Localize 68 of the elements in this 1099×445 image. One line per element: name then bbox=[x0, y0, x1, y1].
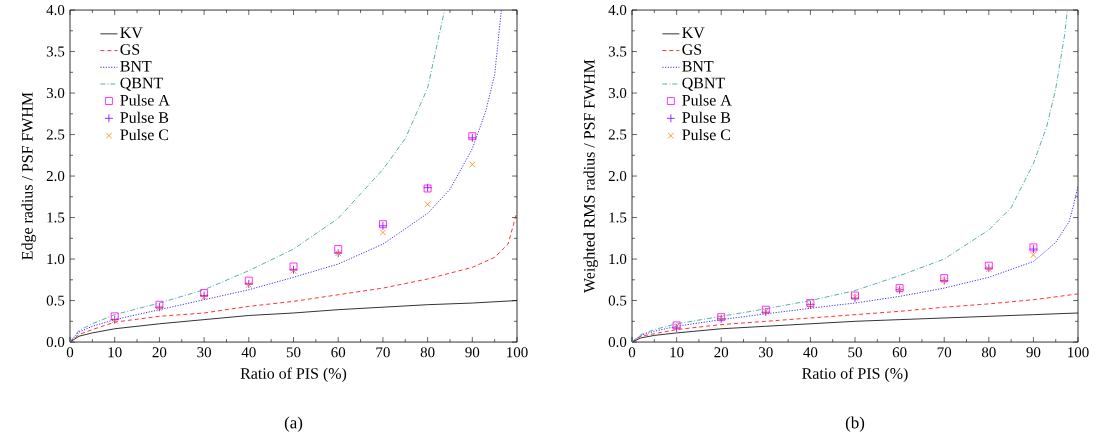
y-tick-label: 1.5 bbox=[609, 212, 627, 223]
y-tick-label: 3.5 bbox=[46, 46, 65, 57]
point bbox=[244, 276, 253, 285]
point bbox=[424, 201, 431, 208]
x-tick-label: 40 bbox=[803, 347, 818, 358]
point bbox=[334, 245, 343, 253]
x-tick-label: 20 bbox=[152, 347, 167, 358]
legend-label: GS bbox=[120, 44, 140, 55]
x-tick-label: 90 bbox=[1026, 347, 1041, 358]
x-tick-label: 70 bbox=[937, 347, 952, 358]
x-tick-label: 80 bbox=[420, 347, 435, 358]
y-tick-label: 3.0 bbox=[46, 87, 65, 99]
y-tick-label: 1.5 bbox=[47, 212, 65, 223]
y-tick-label: 4.0 bbox=[608, 4, 627, 16]
point bbox=[1030, 251, 1037, 259]
x-tick-label: 100 bbox=[507, 347, 528, 358]
legend-label: Pulse C bbox=[682, 128, 731, 141]
y-tick-label: 1.0 bbox=[47, 253, 65, 265]
legend-label: QBNT bbox=[682, 77, 725, 91]
legend-label: KV bbox=[682, 27, 705, 39]
y-tick-label: 0.5 bbox=[608, 295, 627, 306]
y-tick-label: 1.0 bbox=[609, 253, 627, 265]
y-tick-label: 4.0 bbox=[46, 4, 65, 16]
x-tick-label: 100 bbox=[1068, 347, 1089, 358]
x-tick-label: 60 bbox=[892, 347, 907, 358]
y-tick-label: 2.5 bbox=[608, 129, 627, 140]
y-tick-label: 0.0 bbox=[608, 336, 627, 348]
legend-label: BNT bbox=[682, 60, 714, 72]
x-tick-label: 70 bbox=[376, 347, 390, 358]
legend-label: KV bbox=[120, 27, 143, 39]
text: (b) bbox=[845, 416, 865, 432]
legend-label: Pulse B bbox=[682, 111, 731, 123]
legend-label: BNT bbox=[120, 60, 152, 72]
legend-label: GS bbox=[682, 44, 702, 55]
y-tick-label: 0.0 bbox=[46, 336, 65, 348]
x-tick-label: 50 bbox=[286, 347, 301, 358]
x-tick-label: 60 bbox=[331, 347, 346, 358]
x-tick-label: 80 bbox=[981, 347, 996, 358]
text: (a) bbox=[284, 416, 303, 432]
legend-label: Pulse A bbox=[682, 94, 732, 106]
x-tick-label: 30 bbox=[759, 347, 773, 358]
x-axis-title: Ratio of PIS (%) bbox=[240, 367, 347, 383]
x-axis-title: Ratio of PIS (%) bbox=[802, 367, 908, 383]
legend-label: Pulse C bbox=[120, 128, 169, 141]
y-axis-title: Weighted RMS radius / PSF FWHM bbox=[583, 59, 598, 293]
y-tick-label: 3.5 bbox=[608, 46, 627, 57]
x-tick-label: 30 bbox=[197, 347, 212, 358]
y-tick-label: 2.0 bbox=[46, 170, 65, 182]
x-tick-label: 10 bbox=[670, 347, 684, 358]
x-tick-label: 50 bbox=[848, 347, 862, 358]
y-tick-label: 0.5 bbox=[46, 295, 65, 306]
line-series bbox=[632, 10, 1068, 343]
y-tick-label: 3.0 bbox=[608, 87, 627, 99]
x-tick-label: 0 bbox=[66, 347, 74, 358]
legend-label: QBNT bbox=[120, 77, 163, 91]
x-tick-label: 20 bbox=[714, 347, 729, 358]
y-axis-title: Edge radius / PSF FWHM bbox=[21, 92, 36, 260]
y-tick-label: 2.0 bbox=[608, 170, 627, 182]
x-tick-label: 10 bbox=[108, 347, 122, 358]
y-tick-label: 2.5 bbox=[46, 129, 65, 140]
legend-label: Pulse B bbox=[120, 111, 169, 123]
legend-label: Pulse A bbox=[120, 94, 170, 106]
x-tick-label: 40 bbox=[241, 347, 256, 358]
x-tick-label: 0 bbox=[628, 347, 636, 358]
point bbox=[379, 229, 387, 236]
point bbox=[469, 161, 476, 168]
x-tick-label: 90 bbox=[465, 347, 480, 358]
point bbox=[289, 262, 298, 271]
